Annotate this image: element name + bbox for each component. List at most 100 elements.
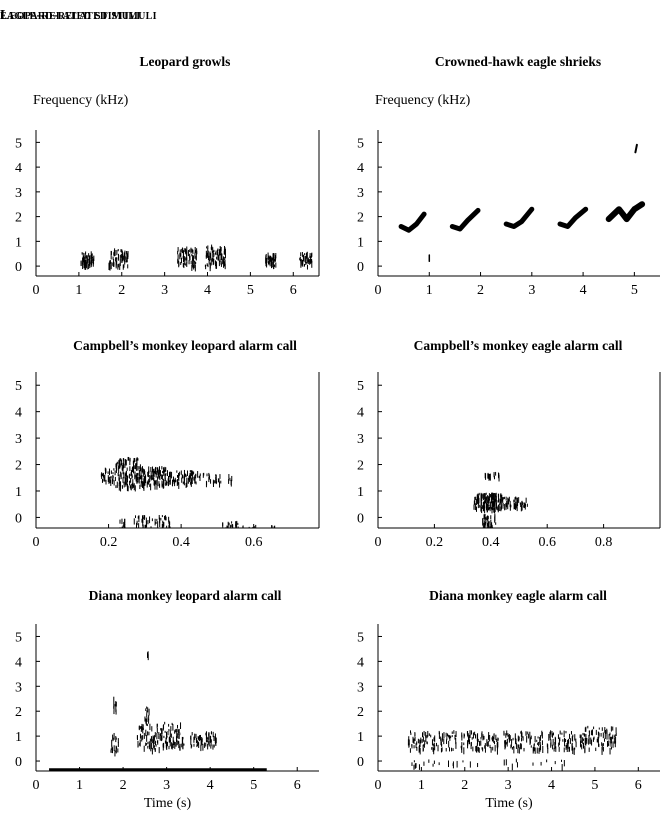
spectrogram-segment xyxy=(115,456,142,492)
y-tick-label: 3 xyxy=(357,432,364,447)
panel-title: Crowned-hawk eagle shrieks xyxy=(435,54,601,69)
right-column-header: eagle-related stimuli xyxy=(0,8,141,23)
spectrogram-segment xyxy=(80,251,95,270)
x-tick-label: 4 xyxy=(204,283,211,298)
panel-diana-leopard-alarm: Diana monkey leopard alarm call 0 1 2 3 4 5 0 1 2… xyxy=(15,588,319,811)
y-tick-label: 4 xyxy=(15,406,22,421)
spectrogram-segment xyxy=(411,758,565,771)
spectrogram-segment xyxy=(579,725,617,755)
x-tick-label: 1 xyxy=(426,283,433,298)
y-tick-label: 0 xyxy=(357,755,364,770)
x-tick-label: 0 xyxy=(33,535,40,550)
spectrogram-segment xyxy=(222,520,239,528)
y-tick-label: 3 xyxy=(15,680,22,695)
x-tick-label: 0.2 xyxy=(100,535,118,550)
spectrogram-segment xyxy=(113,696,117,715)
y-tick-label: 0 xyxy=(15,511,22,526)
x-tick-label: 0.4 xyxy=(482,535,500,550)
spectrogram-segment xyxy=(299,251,313,270)
y-tick-label: 3 xyxy=(15,432,22,447)
x-tick-label: 1 xyxy=(75,283,82,298)
x-tick-label: 0 xyxy=(375,778,382,793)
panel-crowned-hawk-eagle-shrieks: Crowned-hawk eagle shrieks Frequency (kHz… xyxy=(357,54,660,298)
y-tick-label: 0 xyxy=(15,260,22,275)
x-tick-label: 3 xyxy=(528,283,535,298)
x-tick-label: 3 xyxy=(161,283,168,298)
x-tick-label: 0 xyxy=(375,283,382,298)
x-tick-label: 5 xyxy=(631,283,638,298)
panel-diana-eagle-alarm: Diana monkey eagle alarm call 0 1 2 3 4 5 0 1 2 3 4… xyxy=(357,588,660,811)
y-tick-label: 2 xyxy=(357,459,364,474)
x-tick-label: 5 xyxy=(247,283,254,298)
spectrogram-segment xyxy=(177,246,198,272)
y-tick-label: 1 xyxy=(15,485,22,500)
x-tick-label: 1 xyxy=(418,778,425,793)
spectrogram-segment xyxy=(501,496,528,512)
spectrogram-segment xyxy=(147,651,149,661)
y-tick-label: 0 xyxy=(357,511,364,526)
y-tick-label: 1 xyxy=(357,730,364,745)
x-tick-label: 2 xyxy=(118,283,125,298)
shriek-stroke xyxy=(634,143,638,154)
shriek-stroke xyxy=(503,206,535,229)
spectrogram-segment xyxy=(503,730,544,754)
panel-campbells-eagle-alarm: Campbell’s monkey eagle alarm call 0 1 2 3 4 5… xyxy=(357,338,661,550)
y-tick-label: 1 xyxy=(357,235,364,250)
y-tick-label: 2 xyxy=(15,459,22,474)
spectrogram-segment xyxy=(141,466,167,491)
spectrogram-segment xyxy=(119,518,126,528)
x-tick-label: 2 xyxy=(461,778,468,793)
x-tick-label: 2 xyxy=(477,283,484,298)
y-tick-label: 5 xyxy=(357,630,364,645)
y-tick-label: 0 xyxy=(357,260,364,275)
x-tick-label: 6 xyxy=(294,778,301,793)
y-tick-label: 1 xyxy=(15,235,22,250)
spectrogram-segment xyxy=(166,469,200,489)
spectrogram-segment xyxy=(110,732,119,757)
spectrogram-segment xyxy=(482,513,497,528)
x-tick-label: 6 xyxy=(290,283,297,298)
x-tick-label: 1 xyxy=(76,778,83,793)
y-tick-label: 4 xyxy=(15,161,22,176)
spectrogram-segment xyxy=(460,730,499,755)
panel-title: Leopard growls xyxy=(140,54,231,69)
y-tick-label: 4 xyxy=(357,161,364,176)
spectrogram-segment xyxy=(162,721,185,751)
y-tick-label: 4 xyxy=(357,655,364,670)
y-tick-label: 4 xyxy=(357,406,364,421)
panel-title: Diana monkey eagle alarm call xyxy=(429,588,607,603)
x-tick-label: 0.4 xyxy=(172,535,190,550)
x-tick-label: 0 xyxy=(33,778,40,793)
y-tick-label: 1 xyxy=(357,485,364,500)
x-tick-label: 0.8 xyxy=(595,535,613,550)
y-axis-label: Frequency (kHz) xyxy=(375,93,471,108)
x-tick-label: 3 xyxy=(505,778,512,793)
x-tick-label: 3 xyxy=(163,778,170,793)
y-tick-label: 2 xyxy=(357,211,364,226)
y-tick-label: 0 xyxy=(15,755,22,770)
x-tick-label: 2 xyxy=(120,778,127,793)
y-tick-label: 4 xyxy=(15,655,22,670)
x-axis-label: Time (s) xyxy=(144,796,192,811)
left-column-header: Leopard-related stimuli xyxy=(0,8,157,23)
panel-leopard-growls: Leopard growls Frequency (kHz) 0 1 2 3 4 5 0 1 2 3 4… xyxy=(15,54,320,298)
panel-title: Campbell’s monkey leopard alarm call xyxy=(73,338,297,353)
spectrogram-segment xyxy=(473,492,503,514)
spectrogram-segment xyxy=(100,467,116,486)
panel-title: Campbell’s monkey eagle alarm call xyxy=(414,338,623,353)
x-tick-label: 6 xyxy=(635,778,642,793)
spectrogram-segment xyxy=(190,731,217,752)
x-tick-label: 5 xyxy=(250,778,257,793)
x-tick-label: 4 xyxy=(548,778,555,793)
x-tick-label: 4 xyxy=(207,778,214,793)
shriek-stroke xyxy=(605,201,646,223)
spectrogram-segment xyxy=(204,244,226,272)
spectrogram-segment xyxy=(199,472,222,488)
spectrogram-segment xyxy=(407,730,457,755)
spectrogram-segment xyxy=(242,524,276,528)
y-tick-label: 2 xyxy=(357,705,364,720)
spectrogram-segment xyxy=(484,472,491,481)
y-tick-label: 5 xyxy=(15,379,22,394)
shriek-stroke xyxy=(557,206,589,229)
